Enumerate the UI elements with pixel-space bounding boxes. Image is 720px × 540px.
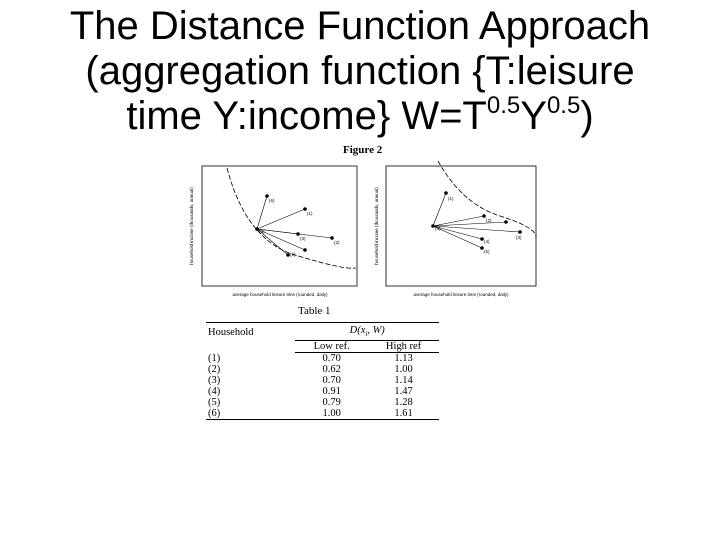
right-point-label: (1) [448, 196, 454, 201]
left-ray-6 [256, 195, 268, 230]
left-origin-point [255, 227, 259, 231]
table-cell-low: 0.70 [322, 375, 341, 387]
title-line-3-a: time Y:income} W=T [126, 94, 487, 138]
right-point [482, 214, 486, 218]
right-plot-ylabel: household income (thousands, annual) [374, 187, 379, 265]
right-point-label: (3) [516, 235, 522, 240]
table-row: (3) 0.70 1.14 [206, 375, 439, 386]
right-origin-point [431, 224, 435, 228]
left-indifference-curve [226, 167, 357, 269]
title-line-3-b: Y [520, 94, 547, 138]
right-point [480, 246, 484, 250]
table-cell-high: 1.13 [394, 353, 413, 365]
title-line-1: The Distance Function Approach [69, 4, 651, 48]
right-ray-3 [432, 225, 521, 233]
table-row: (2) 0.62 1.00 [206, 364, 439, 375]
table-cell-household: (5) [208, 397, 221, 409]
table-cell-high: 1.14 [394, 375, 413, 387]
right-ray-5 [432, 225, 483, 249]
table-cell-low: 0.70 [322, 353, 341, 365]
left-point-label: (3) [300, 236, 306, 241]
table-cell-low: 0.79 [322, 397, 341, 409]
left-point-label: (2) [334, 240, 340, 245]
table-header-group: D(xi, W) [295, 321, 439, 342]
table-cell-low: 0.91 [322, 386, 341, 398]
table-cell-household: (6) [206, 408, 296, 421]
table-header-household: Household [206, 321, 296, 353]
table-header-low: Low ref. [295, 340, 368, 354]
table-cell-high: 1.61 [368, 408, 439, 421]
right-ray-6 [432, 221, 507, 227]
title-line-2: (aggregation function {T:leisure [85, 49, 635, 93]
left-plot-ylabel: household income (thousands, annual) [189, 187, 194, 265]
left-point-label: (4) [259, 229, 265, 234]
table-header-group-sub: i [365, 330, 368, 339]
table-cell-high: 1.47 [394, 386, 413, 398]
right-point-label: (4) [484, 239, 490, 244]
title-exponent-2: 0.5 [546, 91, 581, 119]
right-ray-1 [432, 192, 447, 227]
title-line-3: time Y:income} W=T0.5Y0.5) [0, 91, 720, 139]
left-point [286, 253, 290, 257]
table-header-group-head: D(x [349, 325, 366, 336]
right-plot-frame [385, 165, 537, 287]
right-plot-xlabel: average household leisure time (rounded,… [413, 292, 509, 297]
left-point [296, 232, 300, 236]
right-point [518, 230, 522, 234]
left-ray-1 [256, 208, 306, 230]
table-row: (4) 0.91 1.47 [206, 386, 439, 397]
table-header-high: High ref [368, 340, 439, 354]
right-indifference-curve [437, 160, 537, 239]
table-caption: Table 1 [298, 305, 331, 317]
left-point-label: (6) [269, 198, 275, 203]
right-point-label: (6) [435, 226, 441, 231]
left-point [265, 194, 269, 198]
left-ray-5 [256, 228, 289, 256]
right-plot: (1) (2) (6) (4) (5) (3) average househol… [374, 160, 537, 297]
right-point [444, 191, 448, 195]
left-ray-3 [256, 228, 299, 235]
distance-table: Household D(xi, W) Low ref. High ref (1)… [206, 321, 439, 421]
figure-plots: (6) (1) (4) (3) (2) (5) average househol… [189, 160, 537, 297]
table-row: (5) 0.79 1.28 [206, 397, 439, 408]
table-cell-household: (3) [208, 375, 221, 387]
left-point [303, 248, 307, 252]
table-cell-household: (4) [208, 386, 221, 398]
left-point-label: (5) [290, 252, 296, 257]
table-cell-low: 0.62 [322, 364, 341, 376]
left-plot-frame [201, 165, 358, 287]
left-ray-2 [256, 228, 306, 251]
table-header-group-tail: , W) [367, 325, 385, 336]
table-cell-low: 1.00 [295, 408, 368, 421]
left-point [303, 207, 307, 211]
left-plot: (6) (1) (4) (3) (2) (5) average househol… [189, 165, 358, 297]
table-row: (1) 0.70 1.13 [206, 353, 439, 365]
left-point-label: (1) [307, 211, 313, 216]
table-cell-household: (1) [208, 352, 221, 364]
right-ray-2 [432, 215, 485, 227]
table-cell-high: 1.00 [394, 364, 413, 376]
table-cell-high: 1.28 [394, 397, 413, 409]
right-point-label: (5) [484, 249, 490, 254]
title-exponent-1: 0.5 [486, 91, 521, 119]
table-row: (6) 1.00 1.61 [206, 408, 439, 421]
right-point [504, 220, 508, 224]
title-line-3-c: ) [580, 94, 594, 138]
right-point [480, 237, 484, 241]
figure-caption: Figure 2 [343, 144, 383, 156]
right-point-label: (2) [486, 218, 492, 223]
table-cell-household: (2) [208, 364, 221, 376]
right-ray-4 [432, 225, 483, 240]
slide-title: The Distance Function Approach (aggregat… [0, 4, 720, 139]
left-point [330, 236, 334, 240]
left-plot-xlabel: average household leisure time (rounded,… [232, 292, 328, 297]
